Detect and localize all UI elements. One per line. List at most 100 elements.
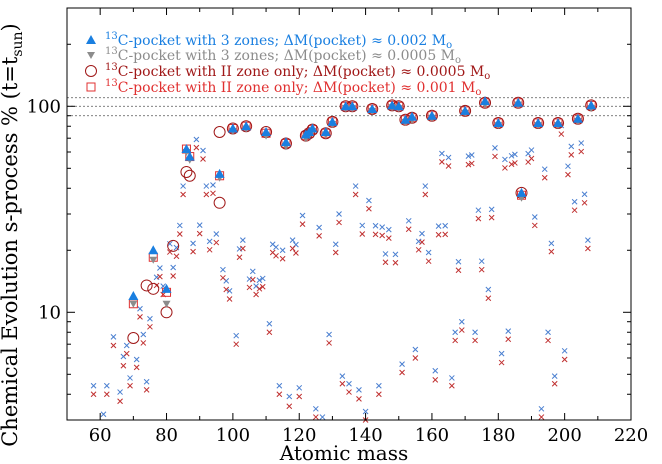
data-point-cross-stroke — [385, 235, 392, 242]
data-point-cross — [585, 245, 591, 252]
data-point-cross — [206, 238, 213, 245]
data-point-cross — [561, 347, 568, 354]
data-point-cross — [346, 389, 352, 395]
data-point-cross-stroke — [289, 237, 296, 243]
data-point-cross-stroke — [465, 161, 472, 168]
data-point-cross-stroke — [425, 258, 432, 265]
data-point-cross-stroke — [103, 391, 110, 398]
data-point-cross — [352, 183, 359, 189]
data-point-cross-stroke — [561, 356, 568, 363]
data-point-cross-stroke — [180, 191, 186, 198]
legend-label-superscript: 13 — [105, 78, 118, 89]
data-point-cross-stroke — [210, 182, 216, 188]
legend: 13C-pocket with 3 zones; ΔM(pocket) ≈ 0.… — [85, 31, 490, 98]
data-point-cross — [571, 207, 578, 214]
data-point-cross — [196, 222, 203, 228]
data-point-cross-stroke — [405, 217, 412, 224]
data-point-cross — [419, 230, 425, 237]
data-point-cross-stroke — [223, 278, 230, 284]
data-point-cross — [548, 240, 555, 247]
data-point-circle — [140, 279, 153, 292]
y-axis-label-main: Chemical Evolution s-process % (t=t — [0, 56, 22, 447]
data-point-cross — [346, 380, 352, 387]
data-point-cross-stroke — [279, 255, 286, 262]
data-point-cross — [253, 291, 259, 298]
data-point-cross-stroke — [372, 231, 379, 238]
data-point-cross-stroke — [578, 140, 585, 146]
data-point-cross — [498, 350, 505, 357]
data-point-cross-stroke — [445, 163, 452, 169]
data-point-cross-stroke — [316, 232, 322, 239]
data-point-cross — [508, 152, 515, 159]
data-point-cross — [492, 145, 498, 151]
data-point-cross-stroke — [468, 160, 475, 167]
data-point-cross — [385, 235, 392, 242]
data-point-circle — [180, 165, 193, 178]
data-point-cross-stroke — [226, 296, 233, 302]
legend-label-subscript: o — [484, 71, 490, 82]
legend-label-subscript: o — [446, 40, 452, 51]
data-point-cross — [147, 315, 153, 322]
data-point-cross — [581, 191, 588, 198]
data-point-cross-stroke — [117, 398, 123, 405]
data-point-cross — [448, 382, 455, 389]
data-point-cross — [210, 190, 216, 197]
data-point-triangle-up — [86, 35, 96, 44]
data-point-cross — [180, 191, 186, 198]
data-point-cross-stroke — [399, 361, 405, 368]
data-point-cross — [117, 389, 123, 395]
data-point-cross — [110, 333, 117, 340]
data-point-cross-stroke — [422, 183, 429, 189]
x-tick-label: 120 — [282, 425, 316, 446]
data-point-cross — [246, 284, 253, 291]
data-point-triangle-up — [214, 168, 225, 178]
data-point-cross-stroke — [502, 156, 508, 163]
data-point-cross — [531, 222, 538, 229]
data-point-cross-stroke — [312, 414, 319, 420]
series-cross — [90, 122, 591, 420]
data-point-cross-stroke — [196, 222, 203, 228]
data-point-cross — [223, 286, 230, 293]
data-point-cross-stroke — [468, 152, 475, 158]
data-point-triangle-up — [340, 101, 351, 111]
data-point-cross-stroke — [336, 219, 342, 226]
data-point-cross-stroke — [273, 252, 279, 259]
data-point-circle — [85, 65, 97, 77]
data-point-cross-stroke — [346, 389, 352, 395]
data-point-cross-stroke — [455, 267, 462, 274]
data-point-cross — [366, 205, 372, 212]
data-point-cross — [442, 231, 449, 238]
legend-label: 13C-pocket with 3 zones; ΔM(pocket) ≈ 0.… — [105, 31, 452, 51]
data-point-cross — [200, 147, 206, 154]
data-point-cross — [336, 211, 342, 217]
data-point-cross-stroke — [452, 329, 459, 336]
data-point-cross-stroke — [100, 411, 107, 418]
data-point-cross — [512, 160, 518, 166]
data-point-cross — [379, 232, 386, 239]
data-point-cross-stroke — [289, 245, 296, 252]
data-point-cross-stroke — [286, 393, 293, 400]
data-point-cross — [432, 367, 439, 374]
data-point-cross — [558, 131, 565, 137]
data-point-cross — [472, 337, 478, 344]
x-tick-label: 60 — [89, 425, 112, 446]
data-point-cross-stroke — [266, 329, 273, 336]
data-point-cross — [120, 362, 127, 369]
data-point-cross-stroke — [492, 145, 498, 151]
data-point-cross-stroke — [166, 249, 173, 255]
data-point-cross — [266, 329, 273, 336]
data-point-cross — [425, 249, 432, 256]
data-point-triangle-up — [393, 101, 404, 111]
legend-label-superscript: 13 — [105, 46, 118, 57]
data-point-cross-stroke — [565, 171, 571, 178]
data-point-cross — [505, 336, 512, 343]
data-point-cross-stroke — [548, 240, 555, 247]
y-tick-label: 100 — [27, 96, 61, 117]
data-point-cross — [332, 249, 339, 256]
data-point-cross — [578, 148, 585, 155]
data-point-cross-stroke — [346, 380, 352, 387]
data-point-cross-stroke — [143, 378, 150, 385]
data-point-cross — [565, 171, 571, 178]
data-point-cross-stroke — [432, 367, 439, 374]
legend-label-text: C-pocket with 3 zones; ΔM(pocket) ≈ 0.00… — [118, 48, 455, 64]
